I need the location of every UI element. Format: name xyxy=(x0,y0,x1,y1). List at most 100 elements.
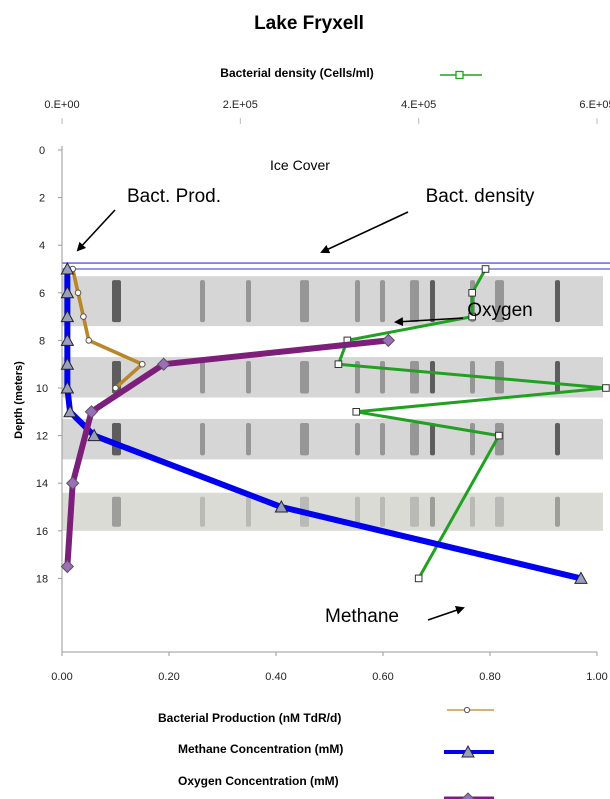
gel-band xyxy=(430,361,435,394)
data-point xyxy=(112,384,119,392)
gel-band xyxy=(355,361,360,394)
top-tick-label: 2.E+05 xyxy=(223,99,258,111)
arrow-methane xyxy=(427,606,465,621)
data-point xyxy=(87,428,101,442)
x-tick-label: 0.00 xyxy=(51,671,72,683)
gel-band xyxy=(555,496,560,527)
gel-band xyxy=(355,496,360,527)
data-point xyxy=(65,476,80,490)
top-axis-label: Bacterial density (Cells/ml) xyxy=(220,66,373,80)
gel-band xyxy=(555,422,560,456)
data-point xyxy=(60,380,75,394)
data-point xyxy=(574,571,588,584)
arrow-bact-density xyxy=(320,211,409,254)
gel-strip xyxy=(62,492,603,531)
gel-band xyxy=(555,361,560,394)
data-point xyxy=(60,309,75,323)
gel-band xyxy=(246,496,251,527)
gel-band xyxy=(495,496,504,527)
gel-band xyxy=(430,280,435,323)
data-point xyxy=(63,404,77,418)
y-tick-label: 2 xyxy=(39,193,45,205)
top-tick-labels: 0.E+00 2.E+05 4.E+05 6.E+05 xyxy=(44,99,610,124)
gel-band xyxy=(300,422,309,456)
data-point xyxy=(156,357,171,371)
axes: 0 2 4 6 8 10 12 14 16 18 0.00 0.20 0.40 0.60 0.80 1.00 xyxy=(36,145,608,683)
data-point xyxy=(74,289,82,297)
gel-band-background xyxy=(62,262,610,531)
gel-band xyxy=(555,280,560,323)
legend-label-methane: Methane Concentration (mM) xyxy=(178,742,343,756)
chart-title: Lake Fryxell xyxy=(254,13,364,34)
y-tick-label: 6 xyxy=(39,288,45,300)
gel-band xyxy=(410,361,419,394)
series-line xyxy=(70,268,145,390)
data-point xyxy=(138,360,146,368)
gel-band xyxy=(200,422,205,456)
gel-band xyxy=(112,496,121,527)
annotation-bact-density: Bact. density xyxy=(426,186,535,207)
gel-band xyxy=(410,280,419,323)
gel-strip xyxy=(62,357,603,398)
gel-band xyxy=(380,280,385,323)
legend-swatch-methane xyxy=(444,744,494,758)
data-point xyxy=(334,360,343,368)
gel-band xyxy=(380,496,385,527)
gel-band xyxy=(355,422,360,456)
legend-swatch-bact-density xyxy=(440,70,482,80)
data-point xyxy=(274,499,289,513)
x-tick-label: 0.60 xyxy=(372,671,393,683)
data-point xyxy=(381,333,396,348)
arrow-bact-prod xyxy=(76,209,116,252)
series-triangle xyxy=(60,261,588,584)
y-tick-label: 14 xyxy=(36,478,48,490)
gel-band xyxy=(410,496,419,527)
annotation-ice-cover: Ice Cover xyxy=(270,157,330,173)
y-tick-label: 8 xyxy=(39,335,45,347)
gel-band xyxy=(430,422,435,456)
y-tick-label: 0 xyxy=(39,145,45,157)
gel-band xyxy=(300,361,309,394)
gel-band xyxy=(200,280,205,323)
data-point xyxy=(495,431,503,440)
series-diamond xyxy=(60,333,396,574)
annotation-bact-prod: Bact. Prod. xyxy=(127,186,221,207)
gel-band xyxy=(355,280,360,323)
gel-band xyxy=(246,361,251,394)
gel-band xyxy=(112,422,121,456)
data-point xyxy=(85,337,93,344)
x-tick-label: 1.00 xyxy=(586,671,607,683)
data-point xyxy=(468,289,476,297)
top-tick-label: 0.E+00 xyxy=(44,99,79,111)
x-tick-label: 0.20 xyxy=(158,671,179,683)
gel-band xyxy=(300,280,309,323)
data-point xyxy=(84,405,99,419)
data-point xyxy=(60,559,75,574)
data-point xyxy=(60,333,75,346)
legend-label-oxygen: Oxygen Concentration (mM) xyxy=(178,774,339,788)
y-tick-label: 16 xyxy=(36,526,48,538)
data-point xyxy=(468,312,476,321)
gel-band xyxy=(380,361,385,394)
y-axis-label: Depth (meters) xyxy=(13,361,25,439)
data-point xyxy=(60,261,75,275)
series-layer xyxy=(60,261,610,584)
x-tick-label: 0.80 xyxy=(479,671,500,683)
gel-strip xyxy=(62,418,603,460)
arrow-oxygen xyxy=(394,317,464,327)
gel-band xyxy=(200,496,205,527)
legend-swatch-bact-prod xyxy=(447,706,494,714)
gel-band xyxy=(200,361,205,394)
y-tick-label: 18 xyxy=(36,573,48,585)
annotation-arrows xyxy=(76,209,465,621)
gel-band xyxy=(410,422,419,456)
gel-band xyxy=(112,280,121,323)
y-tick-label: 10 xyxy=(36,383,48,395)
data-point xyxy=(481,265,490,273)
gel-band xyxy=(246,422,251,456)
top-tick-label: 6.E+05 xyxy=(579,99,610,111)
x-tick-label: 0.40 xyxy=(265,671,286,683)
gel-band xyxy=(380,422,385,456)
series-square xyxy=(334,265,610,583)
